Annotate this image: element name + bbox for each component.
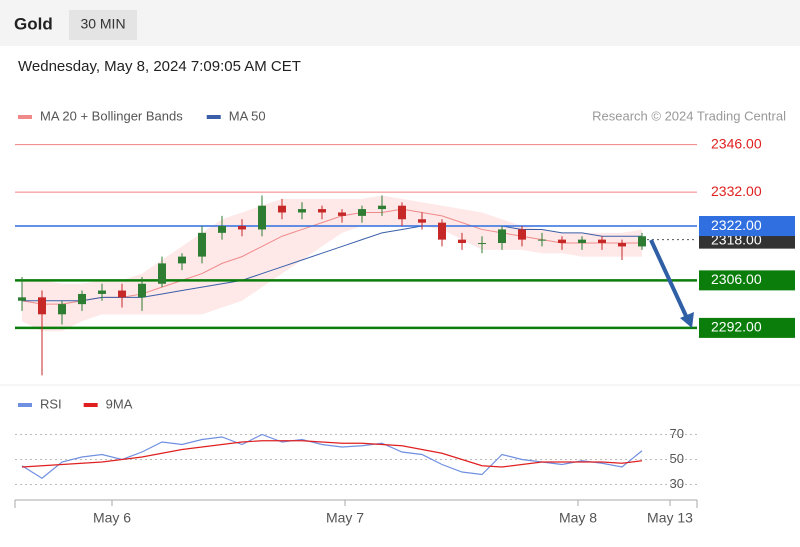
rsi-line xyxy=(21,440,643,468)
candle-body xyxy=(38,297,46,315)
datetime: Wednesday, May 8, 2024 7:09:05 AM CET xyxy=(18,58,301,75)
candle-body xyxy=(78,293,86,305)
candle-body xyxy=(58,304,66,315)
candle-body xyxy=(598,239,606,244)
rsi-line xyxy=(21,433,643,479)
candle-body xyxy=(98,290,106,294)
candle-body xyxy=(158,263,166,284)
candle-body xyxy=(178,256,186,264)
plot: MA 20 + Bollinger Bands MA 50 2346.00 2332.… xyxy=(15,108,795,526)
candle-body xyxy=(278,205,286,213)
candle-body xyxy=(318,209,326,213)
level-label: 2306.00 xyxy=(711,271,762,287)
legend-swatch xyxy=(18,115,32,119)
candle-body xyxy=(258,205,266,230)
legend-label: 9MA xyxy=(106,396,133,411)
legend-swatch xyxy=(206,115,221,119)
candle-body xyxy=(138,283,146,298)
candle-body xyxy=(438,222,446,240)
candle-body xyxy=(618,243,626,247)
candle-body xyxy=(578,239,586,244)
y-tick-label: 70 xyxy=(670,426,684,441)
candle-body xyxy=(218,226,226,233)
credit: Research © 2024 Trading Central xyxy=(592,108,786,123)
candle-body xyxy=(518,229,526,240)
candle-body xyxy=(558,239,566,244)
title: Gold xyxy=(14,14,53,33)
candle-body xyxy=(478,243,486,245)
level-label: 2322.00 xyxy=(711,217,762,233)
candle-body xyxy=(358,209,366,216)
candle-body xyxy=(298,209,306,213)
level-label: 2292.00 xyxy=(711,319,762,335)
legend-swatch xyxy=(18,403,32,407)
x-tick-label: May 8 xyxy=(559,510,597,526)
candle-body xyxy=(398,205,406,220)
candle-body xyxy=(638,236,646,247)
candle-body xyxy=(418,219,426,223)
level-tag xyxy=(699,317,795,338)
level-tag xyxy=(699,270,795,291)
y-tick-label: 50 xyxy=(670,451,684,466)
legend-label: MA 50 xyxy=(229,108,266,123)
timeframe-tab[interactable] xyxy=(69,10,137,40)
x-tick-label: May 6 xyxy=(93,510,131,526)
level-tag xyxy=(699,216,795,237)
candle-body xyxy=(458,239,466,244)
forecast-arrow xyxy=(649,239,694,328)
candle-body xyxy=(378,205,386,210)
x-tick-label: May 13 xyxy=(647,510,693,526)
level-label: 2346.00 xyxy=(711,135,762,151)
legend-swatch xyxy=(83,403,98,407)
x-tick-label: May 7 xyxy=(326,510,364,526)
legend-label: MA 20 + Bollinger Bands xyxy=(40,108,183,123)
candle-body xyxy=(498,229,506,244)
legend-label: RSI xyxy=(40,396,62,411)
candle-body xyxy=(118,290,126,298)
candle-body xyxy=(18,297,26,301)
candle-body xyxy=(238,226,246,230)
level-label: 2332.00 xyxy=(711,183,762,199)
timeframe[interactable]: 30 MIN xyxy=(80,16,125,32)
bollinger-band xyxy=(22,195,642,332)
y-tick-label: 30 xyxy=(670,476,684,491)
candle-body xyxy=(538,239,546,241)
candle-body xyxy=(198,232,206,257)
candle-body xyxy=(338,212,346,216)
